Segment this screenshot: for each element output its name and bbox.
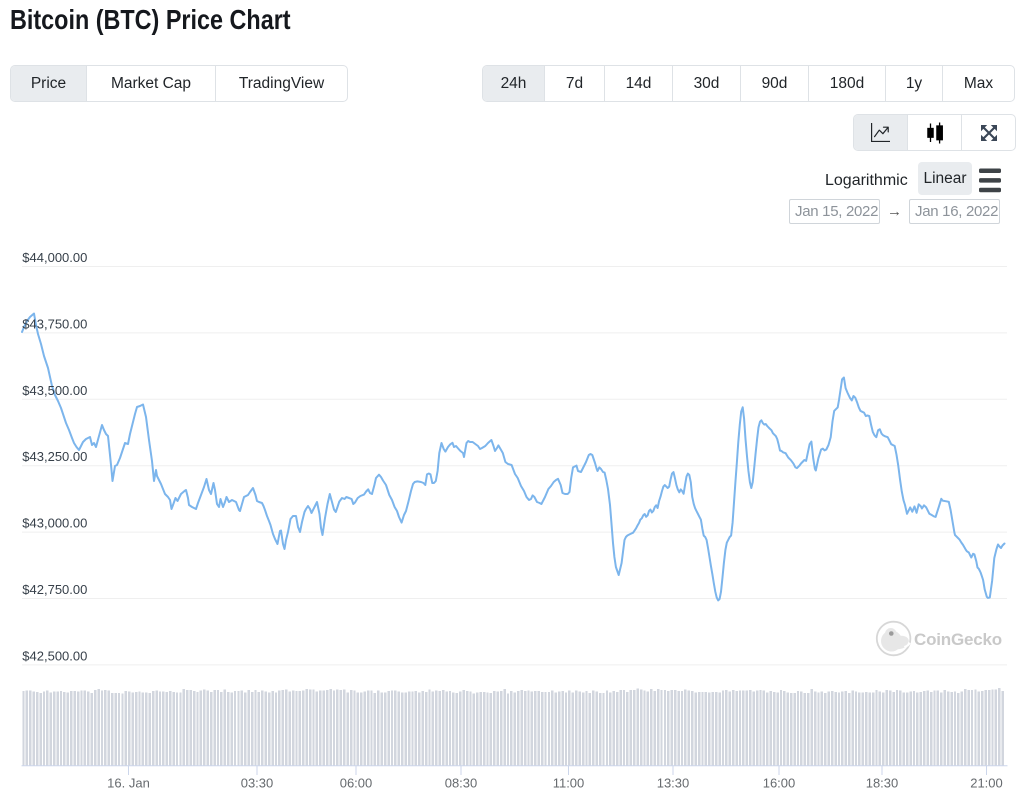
svg-text:$44,000.00: $44,000.00	[22, 250, 87, 265]
svg-text:03:30: 03:30	[241, 776, 274, 791]
svg-text:$43,750.00: $43,750.00	[22, 316, 87, 331]
svg-text:$42,500.00: $42,500.00	[22, 648, 87, 663]
svg-text:$43,000.00: $43,000.00	[22, 516, 87, 531]
svg-text:21:00: 21:00	[970, 776, 1003, 791]
svg-text:13:30: 13:30	[657, 776, 690, 791]
svg-text:08:30: 08:30	[445, 776, 478, 791]
svg-text:$42,750.00: $42,750.00	[22, 582, 87, 597]
svg-text:$43,500.00: $43,500.00	[22, 383, 87, 398]
svg-text:$43,250.00: $43,250.00	[22, 449, 87, 464]
svg-text:11:00: 11:00	[553, 776, 585, 791]
svg-text:16:00: 16:00	[763, 776, 796, 791]
svg-text:16. Jan: 16. Jan	[107, 776, 150, 791]
svg-text:18:30: 18:30	[866, 776, 899, 791]
svg-text:CoinGecko: CoinGecko	[914, 630, 1002, 649]
svg-text:06:00: 06:00	[340, 776, 373, 791]
